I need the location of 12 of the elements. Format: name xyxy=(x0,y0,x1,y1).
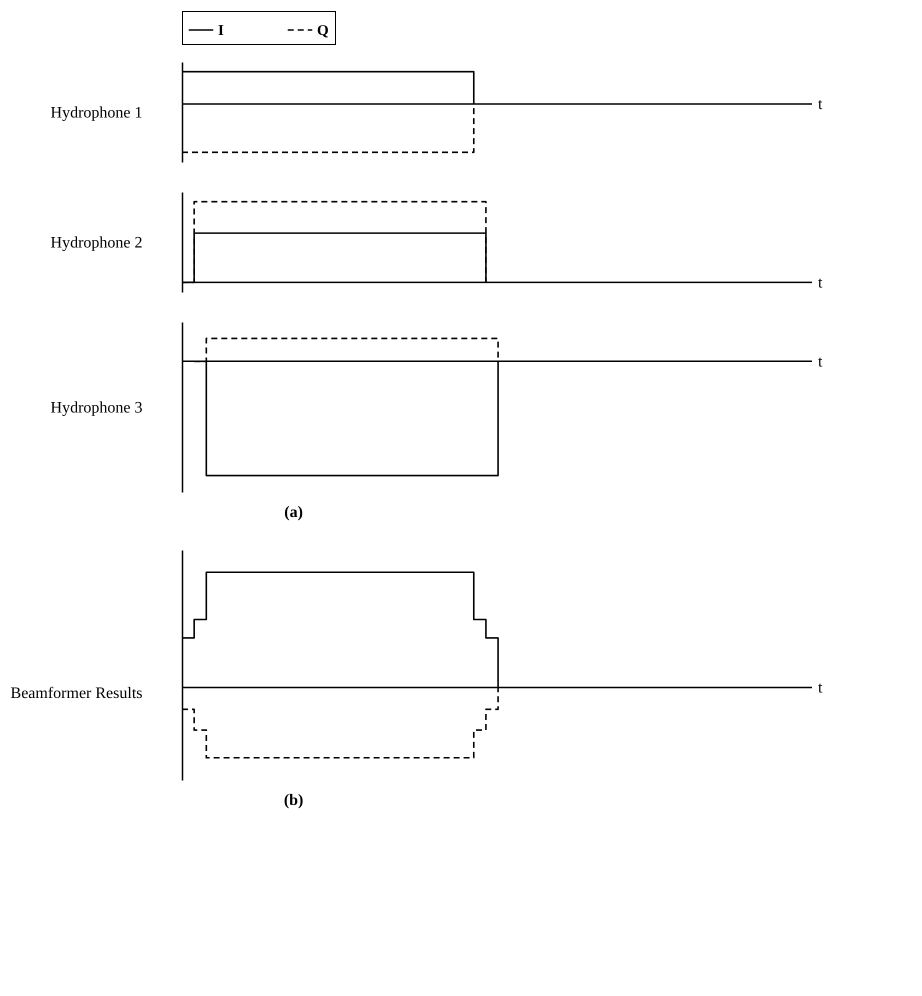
y-axis-title: Hydrophone 2 xyxy=(50,234,142,252)
x-axis-title: t xyxy=(818,96,823,114)
x-axis-title: t xyxy=(818,353,823,370)
legend-label: Q xyxy=(317,23,329,39)
y-axis-title: Hydrophone 3 xyxy=(50,400,142,416)
x-axis-title: t xyxy=(818,679,823,696)
text: (b) xyxy=(284,792,304,809)
text: (a) xyxy=(284,504,303,521)
y-axis-title: Hydrophone 1 xyxy=(50,104,142,122)
legend-label: I xyxy=(218,23,224,39)
y-axis-title: Beamformer Results xyxy=(10,685,142,702)
x-axis-title: t xyxy=(818,274,823,292)
